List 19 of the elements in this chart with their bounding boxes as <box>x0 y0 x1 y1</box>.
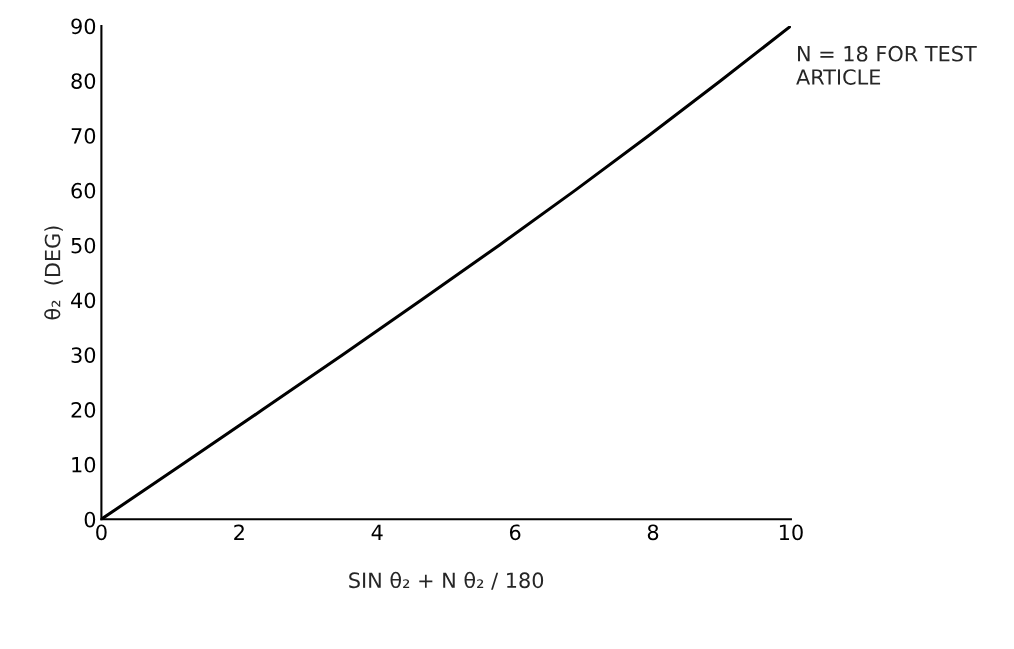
x-tick-label: 10 <box>779 524 803 541</box>
y-tick-label: 60 <box>71 182 96 199</box>
y-tick-label: 70 <box>71 128 96 144</box>
x-tick-label: 4 <box>371 524 383 540</box>
x-axis-title: SIN θ₂ + N θ₂ / 180 <box>349 571 544 590</box>
text: N = 18 FOR TEST ARTICLE <box>796 45 977 85</box>
y-tick-label: 10 <box>72 456 96 473</box>
y-tick-label: 90 <box>71 18 96 35</box>
x-tick-label: 0 <box>96 524 107 541</box>
x-tick-label: 2 <box>234 524 244 540</box>
y-tick-label: 0 <box>84 511 96 528</box>
y-axis-title: θ₂ (DEG) <box>44 226 63 320</box>
x-tick-label: 6 <box>509 524 521 541</box>
y-tick-label: 50 <box>71 237 96 254</box>
y-tick-label: 30 <box>71 347 96 363</box>
y-tick-label: 80 <box>71 73 96 89</box>
y-tick-label: 40 <box>71 292 96 309</box>
y-tick-label: 20 <box>71 402 96 418</box>
x-tick-label: 8 <box>647 524 659 541</box>
